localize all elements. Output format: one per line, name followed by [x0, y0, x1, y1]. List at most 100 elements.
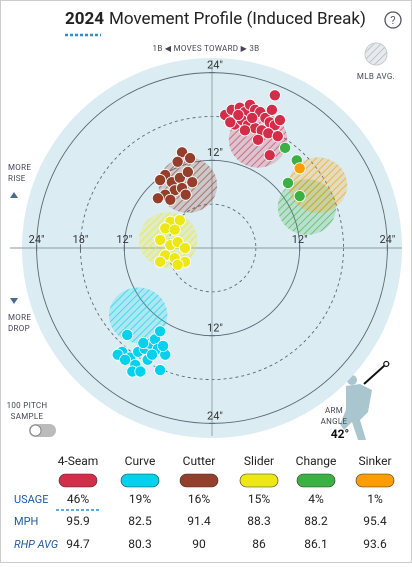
usage-cell: 19%: [129, 492, 151, 506]
pitch-dot: [273, 114, 286, 127]
legend-swatch: [120, 473, 160, 488]
legend-label: Curve: [125, 454, 156, 468]
direction-label: 1B ◀ MOVES TOWARD ▶ 3B: [153, 44, 260, 53]
legend-swatch: [355, 473, 395, 488]
legend-swatch: [58, 473, 98, 488]
pitch-dot: [238, 124, 251, 137]
pitch-dot: [154, 174, 167, 187]
pitch-dot: [263, 149, 276, 162]
usage-cell: 16%: [188, 492, 210, 506]
legend-item[interactable]: Slider: [239, 454, 279, 488]
rise-label: MORE: [8, 163, 31, 172]
pitch-dot: [157, 339, 170, 352]
x-tick-label: 24": [29, 233, 45, 246]
mlb-avg-label: MLB AVG.: [357, 72, 395, 81]
help-icon[interactable]: [384, 11, 402, 29]
pitch-dot: [232, 109, 245, 122]
legend-label: 4-Seam: [58, 454, 99, 468]
pitch-dot: [154, 325, 167, 338]
pitch-dot: [265, 103, 278, 116]
x-tick-label: 12": [116, 233, 132, 246]
legend-label: Sinker: [358, 454, 391, 468]
x-tick-label: 12": [292, 233, 308, 246]
x-tick-label: 18": [73, 233, 89, 246]
legend-item[interactable]: Curve: [120, 454, 160, 488]
legend-item[interactable]: Sinker: [355, 454, 395, 488]
rhp-avg-cell: 93.6: [363, 537, 387, 551]
rise-label: RISE: [8, 174, 26, 183]
y-tick-label: 24": [207, 59, 223, 72]
legend-swatch: [239, 473, 279, 488]
pitch-dot: [252, 133, 265, 146]
rhp-avg-cell: 86.1: [304, 537, 327, 551]
mph-cell: 88.2: [304, 514, 328, 528]
pitch-dot: [151, 192, 164, 205]
pitch-dot: [246, 111, 259, 124]
arm-angle-line: [363, 363, 387, 385]
mph-cell: 82.5: [128, 514, 152, 528]
y-tick-label: 12": [207, 146, 223, 159]
title-text: Movement Profile (Induced Break): [109, 9, 366, 29]
pitch-dot: [293, 190, 306, 203]
legend-label: Slider: [244, 454, 274, 468]
x-tick-label: 24": [379, 233, 395, 246]
title-year: 2024: [65, 9, 104, 29]
pitch-dot: [181, 165, 194, 178]
sample-label: SAMPLE: [11, 412, 44, 421]
mph-cell: 88.3: [247, 514, 270, 528]
legend-item[interactable]: 4-Seam: [58, 454, 99, 488]
rhp-avg-cell: 94.7: [66, 537, 90, 551]
legend-swatch: [179, 473, 219, 488]
usage-cell: 4%: [308, 492, 324, 506]
pitch-dot: [184, 152, 197, 165]
pitch-dot: [121, 328, 134, 341]
pitch-dot: [154, 233, 167, 246]
mph-cell: 95.9: [66, 514, 89, 528]
pitch-dot: [154, 255, 167, 268]
legend-swatch: [296, 473, 336, 488]
help-text[interactable]: ?: [390, 14, 395, 27]
arm-angle-label: ANGLE: [321, 417, 348, 426]
pitch-dot: [137, 336, 150, 349]
mph-cell: 91.4: [187, 514, 211, 528]
row-label: MPH: [14, 515, 38, 528]
pitch-dot: [134, 365, 147, 378]
y-tick-label: 24": [207, 409, 223, 422]
mlb-avg-icon: [364, 42, 388, 66]
sample-label: 100 PITCH: [7, 401, 48, 410]
sample-toggle-knob[interactable]: [29, 424, 42, 437]
pitch-dot: [179, 188, 192, 201]
mlb-avg-ellipse: [108, 287, 168, 343]
pitch-dot: [173, 214, 186, 227]
pitch-dot: [178, 241, 191, 254]
pitch-dot: [224, 116, 237, 129]
pitch-dot: [279, 141, 292, 154]
drop-label: DROP: [8, 324, 30, 333]
mph-cell: 95.4: [363, 514, 387, 528]
plot-area: 24" 18" 12" 12" 24" 24" 12" 12" 24": [10, 58, 402, 438]
legend-label: Cutter: [183, 454, 216, 468]
y-tick-label: 12": [207, 322, 223, 335]
legend-item[interactable]: Change: [296, 454, 337, 488]
usage-cell: 1%: [367, 492, 383, 506]
usage-cell: 46%: [67, 492, 89, 506]
usage-cell: 15%: [248, 492, 270, 506]
row-label: USAGE: [14, 493, 49, 506]
chart-title: 2024 Movement Profile (Induced Break): [65, 9, 366, 29]
pitch-table: USAGE MPH RHP AVG 4-Seam 46% 95.9 94.7 Curve 19%…: [14, 454, 395, 551]
rise-arrow: [10, 192, 18, 198]
pitch-dot: [146, 348, 159, 361]
row-label: RHP AVG: [14, 538, 58, 551]
pitch-dot: [171, 258, 184, 271]
legend-item[interactable]: Cutter: [179, 454, 219, 488]
rhp-avg-cell: 86: [252, 537, 266, 551]
drop-arrow: [10, 298, 18, 304]
pitch-dot: [119, 353, 132, 366]
arm-angle-value: 42°: [331, 427, 349, 441]
rhp-avg-cell: 90: [192, 537, 206, 551]
pitch-dot: [293, 162, 306, 175]
pitch-dot: [271, 130, 284, 143]
arm-angle-label: ARM: [325, 406, 343, 415]
pitch-dot: [268, 89, 281, 102]
